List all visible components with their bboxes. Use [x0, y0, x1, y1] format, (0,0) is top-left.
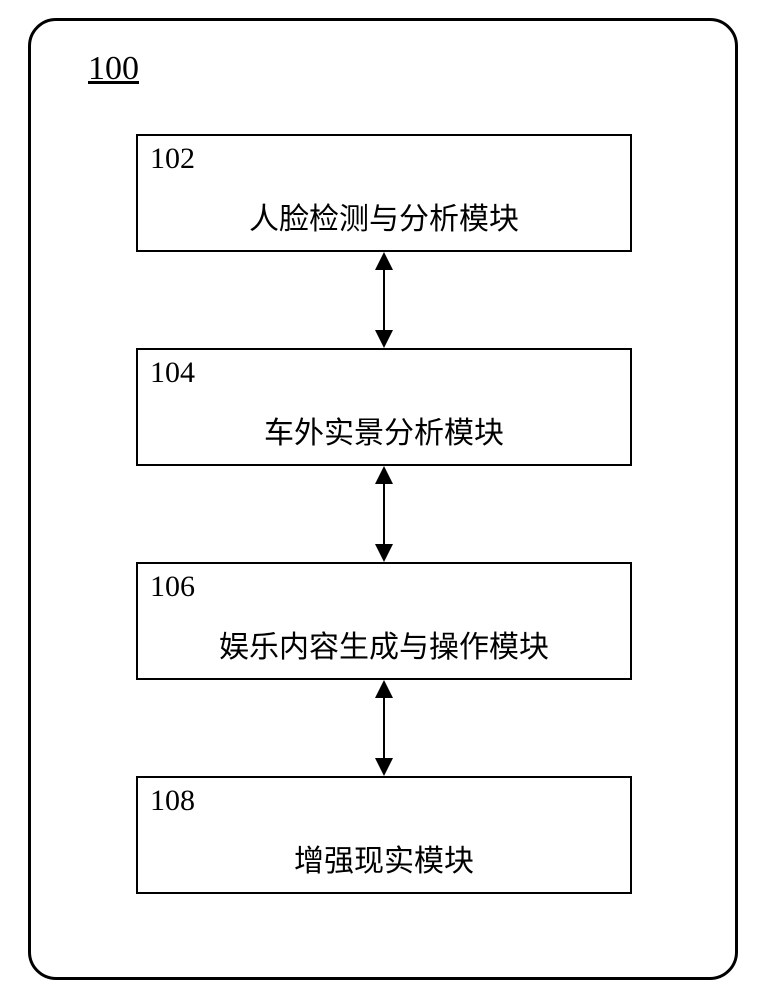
module-box-104: 104 车外实景分析模块 [136, 348, 632, 466]
module-label: 人脸检测与分析模块 [138, 194, 630, 238]
module-number: 108 [150, 784, 195, 818]
module-number: 106 [150, 570, 195, 604]
module-number: 102 [150, 142, 195, 176]
module-number: 104 [150, 356, 195, 390]
module-box-102: 102 人脸检测与分析模块 [136, 134, 632, 252]
figure-label: 100 [88, 50, 139, 88]
diagram-canvas: 100 102 人脸检测与分析模块 104 车外实景分析模块 106 娱乐内容生… [0, 0, 767, 1000]
module-box-108: 108 增强现实模块 [136, 776, 632, 894]
arrow-106-108 [373, 680, 395, 776]
arrow-104-106 [373, 466, 395, 562]
module-label: 增强现实模块 [138, 836, 630, 880]
module-label: 娱乐内容生成与操作模块 [138, 622, 630, 666]
module-label: 车外实景分析模块 [138, 408, 630, 452]
module-box-106: 106 娱乐内容生成与操作模块 [136, 562, 632, 680]
arrow-102-104 [373, 252, 395, 348]
